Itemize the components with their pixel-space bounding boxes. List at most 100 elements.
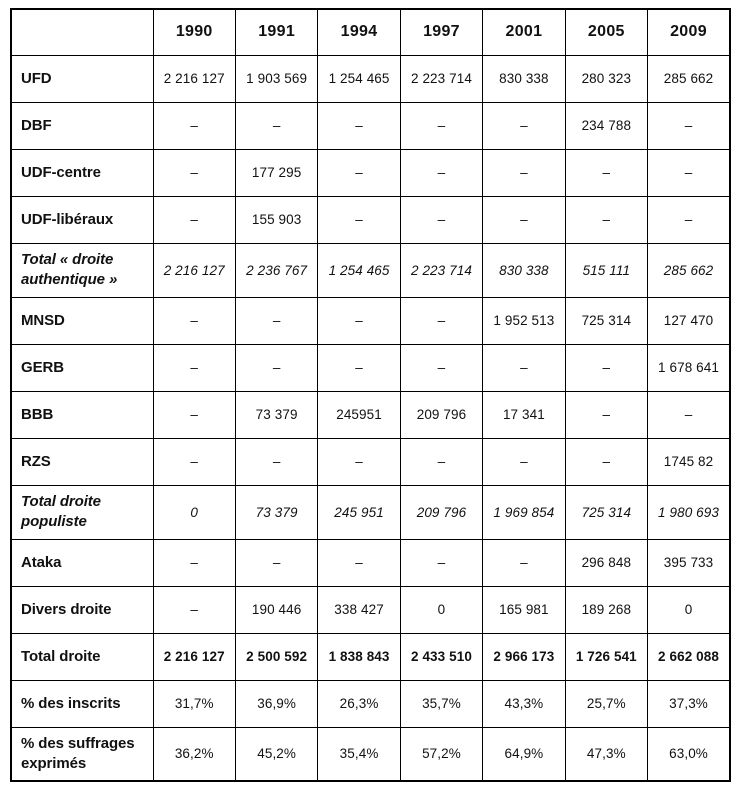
value-cell: 1 726 541	[564, 632, 649, 681]
value-cell: –	[399, 101, 484, 150]
table-row: MNSD – – – –1 952 513 725 314 127 470	[10, 296, 731, 345]
value-cell: 17 341	[482, 390, 566, 439]
table-row: Total droite 2 216 127 2 500 592 1 838 843 2…	[10, 632, 731, 681]
value-cell: –	[317, 437, 401, 486]
value-cell: 1 969 854	[482, 484, 566, 540]
value-cell: –	[152, 148, 236, 197]
value-cell: –	[234, 296, 319, 345]
value-cell: –	[647, 101, 731, 150]
value-cell: –	[647, 195, 731, 244]
table-row: Divers droite –190 446 338 427 0 165 981 189 …	[10, 585, 731, 634]
table-row: BBB –73 379 245951 209 796 17 341– –	[10, 390, 731, 439]
value-cell: 2 223 714	[399, 54, 484, 103]
value-cell: 296 848	[564, 538, 649, 587]
value-cell: 2 223 714	[399, 242, 484, 298]
value-cell: 177 295	[234, 148, 319, 197]
value-cell: –	[234, 538, 319, 587]
value-cell: –	[152, 585, 236, 634]
value-cell: –	[564, 148, 649, 197]
value-cell: –	[399, 296, 484, 345]
value-cell: 45,2%	[234, 726, 319, 782]
value-cell: 830 338	[482, 242, 566, 298]
value-cell: 73 379	[234, 484, 319, 540]
value-cell: –	[317, 101, 401, 150]
value-cell: 285 662	[647, 242, 731, 298]
row-label: MNSD	[10, 296, 154, 345]
value-cell: 1745 82	[647, 437, 731, 486]
row-label: Divers droite	[10, 585, 154, 634]
value-cell: 35,4%	[317, 726, 401, 782]
value-cell: 2 236 767	[234, 242, 319, 298]
table-row: % des suffrages exprimés 36,2% 45,2% 35,4% 5…	[10, 726, 731, 782]
row-label: DBF	[10, 101, 154, 150]
value-cell: –	[234, 101, 319, 150]
row-label: UDF-centre	[10, 148, 154, 197]
value-cell: –	[317, 195, 401, 244]
value-cell: 26,3%	[317, 679, 401, 728]
row-label: Ataka	[10, 538, 154, 587]
value-cell: –	[317, 343, 401, 392]
value-cell: 127 470	[647, 296, 731, 345]
value-cell: 1 838 843	[317, 632, 401, 681]
value-cell: –	[152, 437, 236, 486]
table-head: 1990 1991 1994 1997 2001 2005 2009	[10, 8, 731, 56]
value-cell: 1 254 465	[317, 242, 401, 298]
value-cell: 280 323	[564, 54, 649, 103]
table-row: Total droite populiste 0 73 379 245 951 209 …	[10, 484, 731, 540]
value-cell: 395 733	[647, 538, 731, 587]
value-cell: 64,9%	[482, 726, 566, 782]
value-cell: –	[482, 437, 566, 486]
row-label: UDF-libéraux	[10, 195, 154, 244]
row-label: GERB	[10, 343, 154, 392]
value-cell: –	[399, 343, 484, 392]
value-cell: –	[482, 101, 566, 150]
table-row: UDF-centre –177 295– – – – –	[10, 148, 731, 197]
value-cell: –	[482, 343, 566, 392]
table-row: Total « droite authentique » 2 216 127 2 2…	[10, 242, 731, 298]
value-cell: 37,3%	[647, 679, 731, 728]
value-cell: 2 966 173	[482, 632, 566, 681]
value-cell: –	[152, 343, 236, 392]
row-label: BBB	[10, 390, 154, 439]
value-cell: 165 981	[482, 585, 566, 634]
year-header: 1991	[234, 8, 319, 56]
value-cell: –	[152, 296, 236, 345]
value-cell: 209 796	[399, 390, 484, 439]
value-cell: –	[317, 296, 401, 345]
value-cell: 57,2%	[399, 726, 484, 782]
row-label: % des suffrages exprimés	[10, 726, 154, 782]
value-cell: 36,2%	[152, 726, 236, 782]
value-cell: 1 903 569	[234, 54, 319, 103]
value-cell: 2 216 127	[152, 632, 236, 681]
value-cell: –	[647, 148, 731, 197]
value-cell: 0	[152, 484, 236, 540]
value-cell: 1 980 693	[647, 484, 731, 540]
row-label: RZS	[10, 437, 154, 486]
value-cell: 155 903	[234, 195, 319, 244]
value-cell: 189 268	[564, 585, 649, 634]
value-cell: 2 662 088	[647, 632, 731, 681]
value-cell: –	[564, 390, 649, 439]
table-row: DBF – – – – –234 788–	[10, 101, 731, 150]
row-label: % des inscrits	[10, 679, 154, 728]
year-header: 2001	[482, 8, 566, 56]
value-cell: –	[564, 195, 649, 244]
value-cell: 73 379	[234, 390, 319, 439]
election-results-table: 1990 1991 1994 1997 2001 2005 2009 UFD 2 216 12…	[10, 8, 731, 782]
value-cell: 2 216 127	[152, 54, 236, 103]
value-cell: –	[399, 195, 484, 244]
value-cell: 2 216 127	[152, 242, 236, 298]
results-table-container: 1990 1991 1994 1997 2001 2005 2009 UFD 2 216 12…	[10, 8, 731, 782]
value-cell: 1 254 465	[317, 54, 401, 103]
value-cell: 1 952 513	[482, 296, 566, 345]
value-cell: 0	[647, 585, 731, 634]
year-header: 1994	[317, 8, 401, 56]
table-row: % des inscrits 31,7% 36,9% 26,3% 35,7% 43,3% 2…	[10, 679, 731, 728]
value-cell: 1 678 641	[647, 343, 731, 392]
table-row: UFD 2 216 127 1 903 569 1 254 465 2 223 714 8…	[10, 54, 731, 103]
value-cell: –	[647, 390, 731, 439]
value-cell: –	[234, 437, 319, 486]
value-cell: –	[482, 148, 566, 197]
table-row: GERB – – – – – –1 678 641	[10, 343, 731, 392]
value-cell: –	[564, 437, 649, 486]
